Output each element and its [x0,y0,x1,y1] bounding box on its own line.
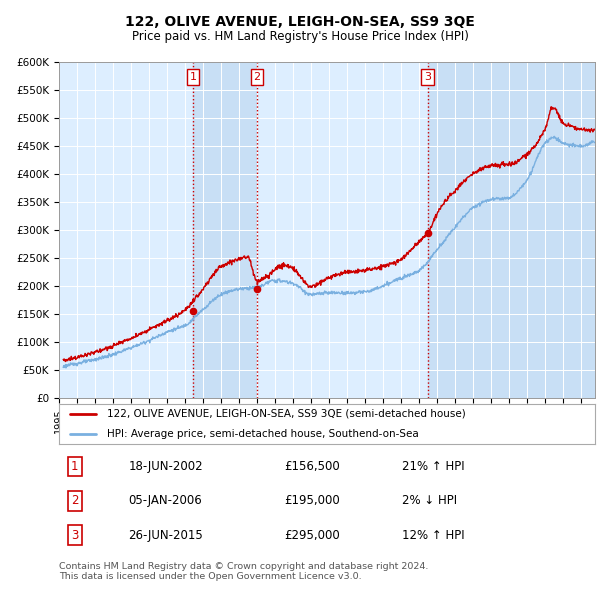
Text: 26-JUN-2015: 26-JUN-2015 [128,529,203,542]
Text: 2% ↓ HPI: 2% ↓ HPI [402,494,457,507]
Text: 1: 1 [190,72,197,82]
Text: £156,500: £156,500 [284,460,340,473]
Text: 2: 2 [71,494,79,507]
Text: 3: 3 [424,72,431,82]
Text: Contains HM Land Registry data © Crown copyright and database right 2024.
This d: Contains HM Land Registry data © Crown c… [59,562,428,581]
Text: 1: 1 [71,460,79,473]
Text: 2: 2 [254,72,260,82]
Text: 12% ↑ HPI: 12% ↑ HPI [402,529,464,542]
Text: £195,000: £195,000 [284,494,340,507]
Bar [193,62,257,398]
Text: 122, OLIVE AVENUE, LEIGH-ON-SEA, SS9 3QE: 122, OLIVE AVENUE, LEIGH-ON-SEA, SS9 3QE [125,15,475,30]
Bar [428,62,595,398]
Text: HPI: Average price, semi-detached house, Southend-on-Sea: HPI: Average price, semi-detached house,… [107,429,419,438]
Text: Price paid vs. HM Land Registry's House Price Index (HPI): Price paid vs. HM Land Registry's House … [131,30,469,43]
Text: 122, OLIVE AVENUE, LEIGH-ON-SEA, SS9 3QE (semi-detached house): 122, OLIVE AVENUE, LEIGH-ON-SEA, SS9 3QE… [107,409,466,418]
Text: £295,000: £295,000 [284,529,340,542]
Text: 05-JAN-2006: 05-JAN-2006 [128,494,202,507]
Text: 3: 3 [71,529,79,542]
Text: 18-JUN-2002: 18-JUN-2002 [128,460,203,473]
Text: 21% ↑ HPI: 21% ↑ HPI [402,460,464,473]
